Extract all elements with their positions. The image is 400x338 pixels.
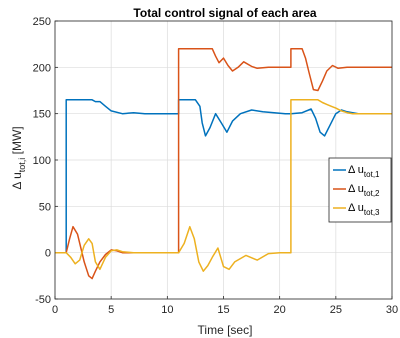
y-axis-label-sub: tot,i: [17, 158, 27, 173]
series-lines: [55, 48, 392, 280]
x-axis-label: Time [sec]: [198, 323, 253, 337]
x-tick-label: 5: [108, 304, 114, 316]
y-tick-label: -50: [35, 294, 51, 306]
legend-label-2: Δ utot,2: [348, 183, 380, 198]
legend-label-1-sub: tot,1: [364, 170, 380, 179]
y-tick-label: 50: [39, 201, 51, 213]
legend: Δ utot,1 Δ utot,2 Δ utot,3: [328, 157, 392, 223]
series-line-1: [55, 99, 392, 254]
legend-label-2-sub: tot,2: [364, 189, 380, 198]
y-tick-label: 150: [33, 109, 51, 121]
y-axis-label: Δ utot,i [MW]: [10, 126, 27, 189]
x-tick-labels: 0 5 10 15 20 25 30: [52, 304, 398, 316]
y-axis-label-prefix: Δ u: [10, 172, 24, 189]
legend-label-1-prefix: Δ u: [348, 164, 364, 176]
legend-box: [328, 157, 392, 223]
y-tick-labels: -50 0 50 100 150 200 250: [33, 16, 51, 306]
y-tick-label: 0: [45, 248, 51, 260]
legend-label-3: Δ utot,3: [348, 202, 380, 217]
x-tick-label: 20: [274, 304, 286, 316]
legend-label-3-sub: tot,3: [364, 208, 380, 217]
legend-label-2-prefix: Δ u: [348, 183, 364, 195]
y-tick-label: 200: [33, 62, 51, 74]
series-line-3: [55, 99, 392, 272]
x-tick-label: 0: [52, 304, 58, 316]
x-tick-label: 10: [161, 304, 173, 316]
legend-label-1: Δ utot,1: [348, 164, 380, 179]
plot-frame: [54, 20, 393, 300]
x-tick-label: 25: [330, 304, 342, 316]
series-line-2: [55, 48, 392, 280]
y-tick-label: 250: [33, 16, 51, 28]
x-tick-label: 30: [386, 304, 398, 316]
y-tick-label: 100: [33, 155, 51, 167]
y-axis-label-suffix: [MW]: [10, 126, 24, 157]
x-tick-label: 15: [217, 304, 229, 316]
legend-label-3-prefix: Δ u: [348, 202, 364, 214]
chart-title: Total control signal of each area: [133, 6, 316, 20]
